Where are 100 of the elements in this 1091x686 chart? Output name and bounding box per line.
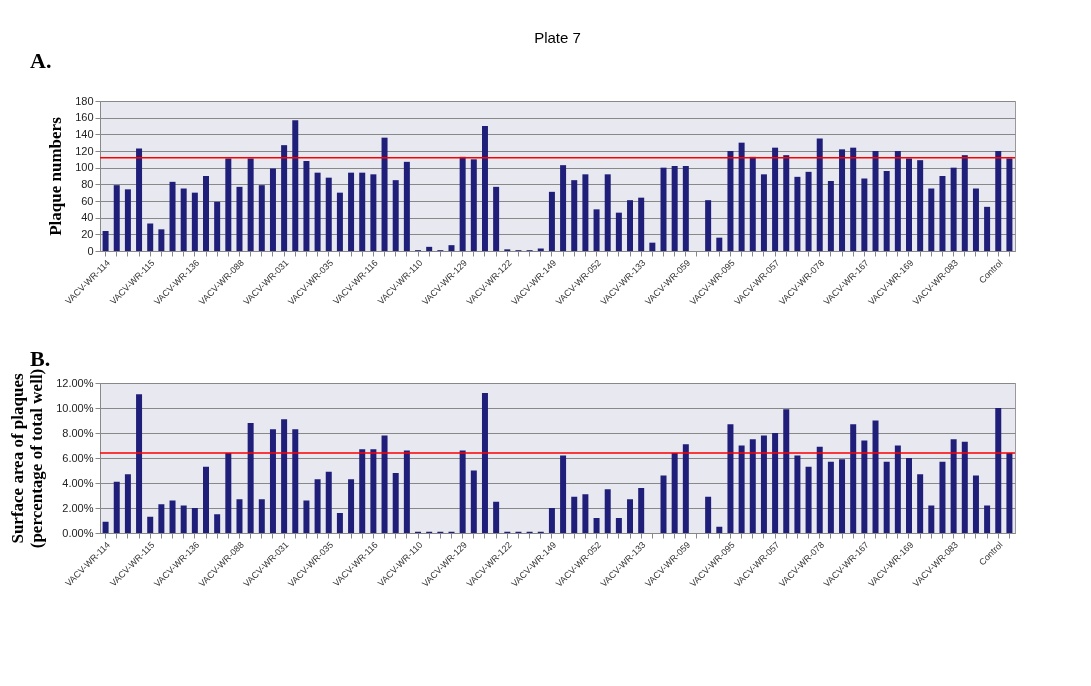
bar [236, 186, 243, 251]
bar [381, 137, 388, 251]
bar [102, 521, 109, 533]
bar [292, 120, 299, 251]
bar [705, 200, 712, 251]
bar [292, 429, 299, 533]
bar [961, 155, 968, 251]
bar [961, 441, 968, 533]
bar [493, 186, 500, 251]
bar [147, 223, 154, 251]
bar [180, 505, 187, 533]
bar [839, 459, 846, 533]
y-tick-label: 4.00% [62, 476, 94, 489]
bar [214, 514, 221, 533]
bar [336, 513, 343, 533]
bar [481, 126, 488, 251]
text: A. [30, 48, 52, 73]
y-tick-label: 0.00% [62, 526, 94, 539]
bar [136, 148, 143, 251]
bar [348, 172, 355, 251]
bar [850, 424, 857, 533]
bar [660, 167, 667, 251]
bar [113, 481, 120, 533]
bar [805, 171, 812, 251]
bar [459, 450, 466, 533]
bar [749, 439, 756, 533]
bar [783, 409, 790, 533]
bar [760, 435, 767, 533]
bar [972, 188, 979, 251]
bar [158, 229, 165, 251]
bar [638, 488, 645, 533]
bar [738, 445, 745, 533]
bar [258, 499, 265, 533]
bar [247, 158, 254, 251]
y-tick-label: 120 [75, 144, 94, 157]
bar [269, 168, 276, 251]
y-tick-label: 6.00% [62, 451, 94, 464]
bar [571, 496, 578, 533]
bar [850, 147, 857, 251]
bar [191, 508, 198, 533]
bar [928, 505, 935, 533]
bar [995, 151, 1002, 251]
y-axis-title: Plaque numbers [46, 116, 66, 236]
bar [894, 151, 901, 251]
bar [470, 159, 477, 251]
bar [972, 475, 979, 533]
bar [905, 458, 912, 533]
bar [861, 178, 868, 251]
bar [258, 185, 265, 251]
bar [169, 500, 176, 533]
bar [671, 453, 678, 533]
bar [136, 394, 143, 533]
bar [359, 172, 366, 251]
bar [950, 167, 957, 251]
bar [783, 155, 790, 251]
bar [560, 165, 567, 251]
y-tick-label: 0 [87, 244, 94, 257]
bar [905, 158, 912, 251]
bar [225, 453, 232, 533]
bar [124, 189, 131, 251]
bar [716, 237, 723, 251]
bar [158, 504, 165, 533]
bar [303, 500, 310, 533]
bar [203, 466, 210, 533]
bar [872, 420, 879, 533]
bar [1006, 453, 1013, 533]
bar [805, 466, 812, 533]
bar [827, 461, 834, 533]
bar [582, 494, 589, 533]
bar [381, 435, 388, 533]
bar [939, 461, 946, 533]
y-tick-label: 2.00% [62, 501, 94, 514]
bar [738, 142, 745, 251]
bar [403, 450, 410, 533]
bar [627, 200, 634, 251]
y-tick-label: 20 [81, 227, 94, 240]
bar [604, 174, 611, 251]
bar [102, 231, 109, 251]
bar [392, 473, 399, 533]
bar [671, 166, 678, 251]
bar [627, 499, 634, 533]
chart-title: Plate 7 [534, 29, 581, 46]
bar [314, 172, 321, 251]
bar [269, 429, 276, 533]
bar [760, 174, 767, 251]
bar [113, 185, 120, 251]
bar [816, 138, 823, 251]
y-tick-label: 80 [81, 177, 94, 190]
bar [191, 192, 198, 251]
y-tick-label: 100 [75, 161, 94, 174]
bar [370, 174, 377, 251]
bar [749, 156, 756, 251]
bar [939, 176, 946, 251]
bar [705, 496, 712, 533]
bar [560, 455, 567, 533]
bar [984, 206, 991, 251]
bar [649, 242, 656, 251]
bar [794, 176, 801, 251]
bar [861, 440, 868, 533]
bar [984, 505, 991, 533]
